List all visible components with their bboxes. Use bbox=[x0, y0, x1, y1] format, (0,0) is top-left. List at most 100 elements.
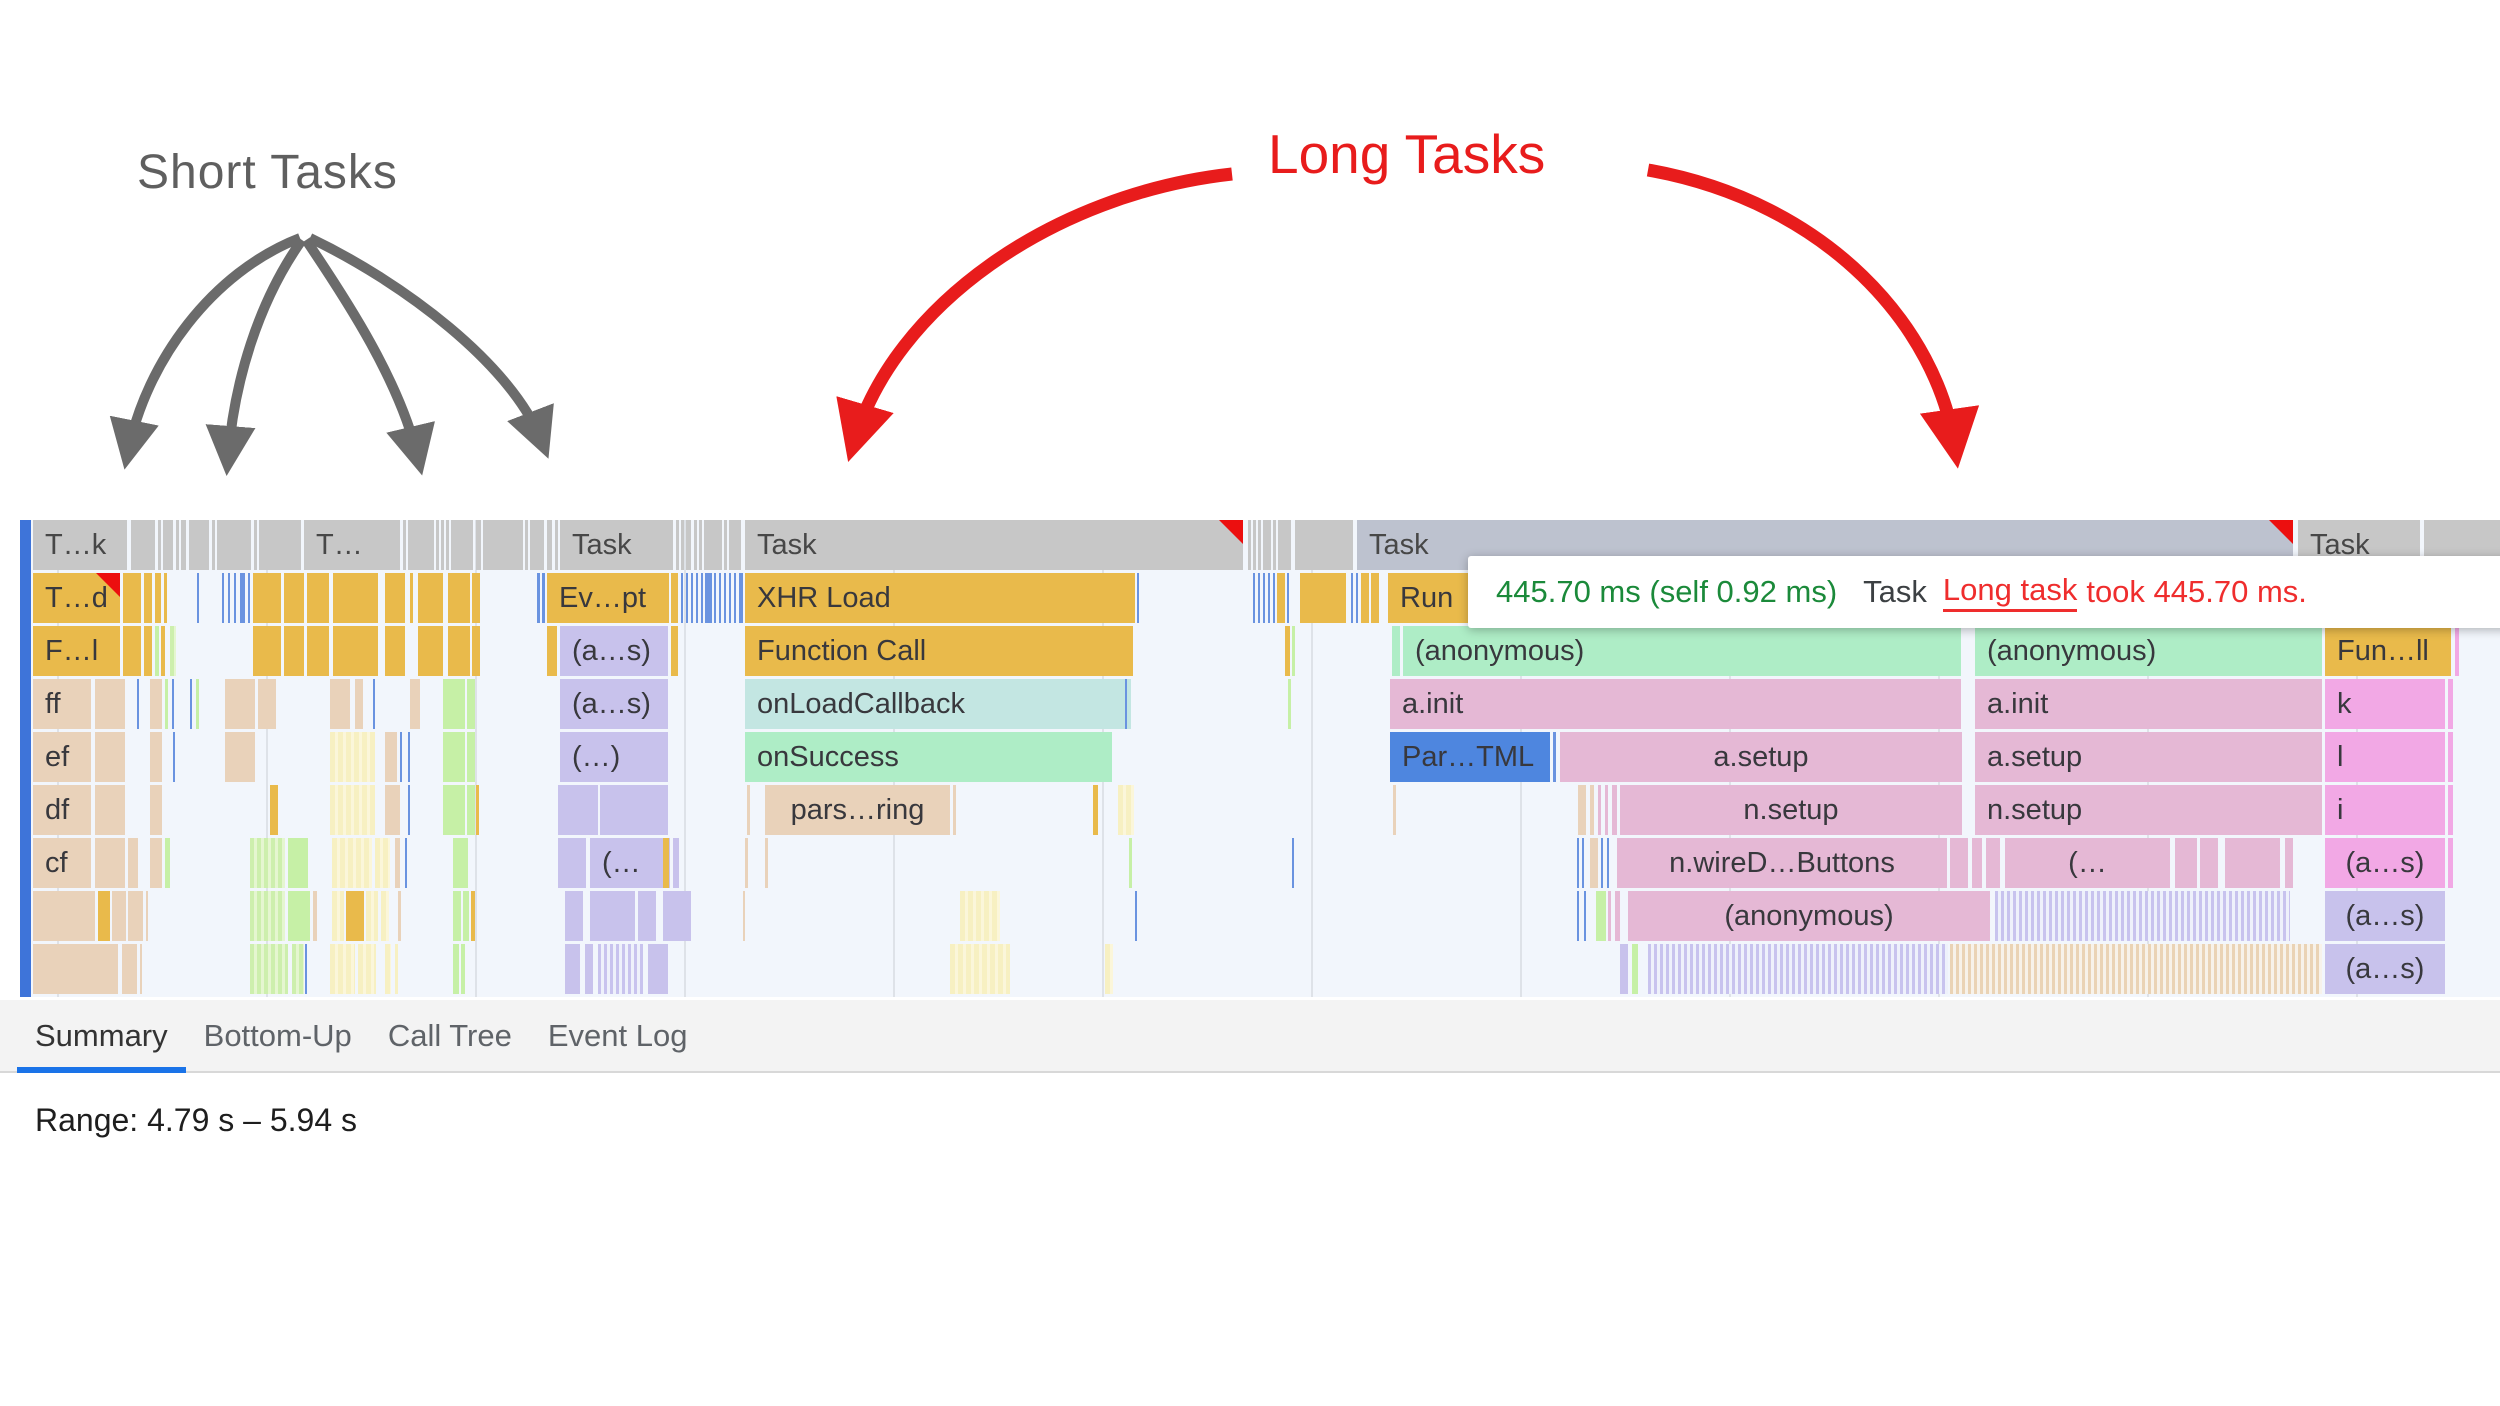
flame-bar[interactable] bbox=[1300, 573, 1346, 623]
flame-bar-n-wired-buttons[interactable]: n.wireD…Buttons bbox=[1617, 838, 1947, 888]
flame-bar[interactable] bbox=[330, 944, 355, 994]
flame-bar[interactable] bbox=[1118, 785, 1134, 835]
flame-bar-ff[interactable]: ff bbox=[33, 679, 91, 729]
flame-bar[interactable] bbox=[585, 944, 593, 994]
flame-bar[interactable] bbox=[1590, 838, 1598, 888]
flame-bar[interactable] bbox=[385, 732, 397, 782]
flame-bar[interactable] bbox=[405, 838, 407, 888]
flame-bar[interactable] bbox=[161, 626, 165, 676]
flame-bar[interactable] bbox=[747, 785, 750, 835]
flame-bar-a-s[interactable]: (a…s) bbox=[2325, 891, 2445, 941]
flame-bar[interactable] bbox=[671, 573, 678, 623]
flame-bar-[interactable]: (… bbox=[590, 838, 670, 888]
flame-bar-a-s[interactable]: (a…s) bbox=[560, 679, 668, 729]
flame-bar[interactable] bbox=[453, 838, 468, 888]
flame-bar[interactable] bbox=[648, 944, 668, 994]
flame-bar[interactable] bbox=[448, 626, 470, 676]
flame-bar[interactable] bbox=[2200, 838, 2218, 888]
flame-bar[interactable] bbox=[1620, 944, 1628, 994]
flame-bar[interactable] bbox=[150, 679, 162, 729]
flame-bar[interactable] bbox=[1268, 573, 1270, 623]
flame-bar[interactable] bbox=[258, 679, 276, 729]
flame-bar[interactable] bbox=[137, 679, 139, 729]
flame-bar[interactable] bbox=[1392, 626, 1400, 676]
flame-bar[interactable] bbox=[333, 573, 378, 623]
flame-bar[interactable] bbox=[165, 838, 170, 888]
flame-bar[interactable] bbox=[1632, 944, 1638, 994]
flame-bar[interactable] bbox=[270, 785, 278, 835]
flame-bar[interactable] bbox=[155, 626, 159, 676]
flame-bar[interactable] bbox=[253, 573, 281, 623]
flame-bar[interactable] bbox=[1601, 838, 1603, 888]
flame-bar-task[interactable]: Task bbox=[560, 520, 673, 570]
flame-bar-anonymous[interactable]: (anonymous) bbox=[1403, 626, 1961, 676]
flame-bar[interactable] bbox=[1287, 573, 1289, 623]
flame-bar-a-init[interactable]: a.init bbox=[1975, 679, 2322, 729]
flame-bar-anonymous[interactable]: (anonymous) bbox=[1628, 891, 1990, 941]
flame-bar[interactable] bbox=[676, 520, 679, 570]
flame-bar[interactable] bbox=[398, 891, 401, 941]
long-task-link[interactable]: Long task bbox=[1942, 572, 2078, 612]
flame-bar[interactable] bbox=[1356, 573, 1358, 623]
flame-bar[interactable] bbox=[1278, 520, 1291, 570]
flame-bar[interactable] bbox=[95, 679, 125, 729]
flame-bar[interactable] bbox=[729, 573, 731, 623]
flame-bar-i[interactable]: i bbox=[2325, 785, 2445, 835]
flame-bar[interactable] bbox=[410, 573, 413, 623]
flame-bar[interactable] bbox=[112, 891, 126, 941]
flame-bar[interactable] bbox=[453, 944, 459, 994]
flame-bar[interactable] bbox=[476, 785, 479, 835]
flame-bar[interactable] bbox=[225, 732, 255, 782]
flame-bar-k[interactable]: k bbox=[2325, 679, 2445, 729]
flame-bar[interactable] bbox=[472, 573, 480, 623]
flame-bar-function-call[interactable]: Function Call bbox=[745, 626, 1133, 676]
flame-bar[interactable] bbox=[2175, 838, 2197, 888]
flame-bar-t-k[interactable]: T…k bbox=[33, 520, 127, 570]
flame-bar[interactable] bbox=[765, 838, 768, 888]
flame-bar[interactable] bbox=[441, 520, 444, 570]
flame-bar[interactable] bbox=[1093, 785, 1098, 835]
flame-bar-t[interactable]: T… bbox=[304, 520, 400, 570]
flame-bar[interactable] bbox=[1277, 573, 1285, 623]
flame-bar[interactable] bbox=[1986, 838, 2000, 888]
flame-bar[interactable] bbox=[189, 520, 209, 570]
flame-bar[interactable] bbox=[696, 573, 698, 623]
flame-bar[interactable] bbox=[355, 679, 363, 729]
flame-bar[interactable] bbox=[739, 573, 743, 623]
flame-bar[interactable] bbox=[1273, 520, 1276, 570]
flame-bar[interactable] bbox=[1612, 785, 1617, 835]
flame-bar[interactable] bbox=[472, 626, 480, 676]
flame-bar[interactable] bbox=[144, 573, 152, 623]
flame-bar[interactable] bbox=[555, 520, 558, 570]
flame-bar[interactable] bbox=[467, 732, 475, 782]
flame-bar[interactable] bbox=[212, 520, 215, 570]
flame-bar[interactable] bbox=[451, 520, 473, 570]
flame-bar[interactable] bbox=[2448, 732, 2453, 782]
flame-bar[interactable] bbox=[2448, 679, 2453, 729]
flame-bar[interactable] bbox=[714, 573, 716, 623]
flame-bar[interactable] bbox=[288, 838, 308, 888]
flame-bar[interactable] bbox=[443, 732, 465, 782]
flame-bar[interactable] bbox=[395, 944, 398, 994]
flame-bar[interactable] bbox=[248, 573, 250, 623]
flame-bar[interactable] bbox=[1995, 891, 2290, 941]
flame-bar[interactable] bbox=[2448, 785, 2453, 835]
tab-call-tree[interactable]: Call Tree bbox=[387, 1017, 512, 1053]
flame-bar[interactable] bbox=[1253, 520, 1256, 570]
flame-bar-a-setup[interactable]: a.setup bbox=[1560, 732, 1962, 782]
flame-bar[interactable] bbox=[150, 785, 162, 835]
flame-bar[interactable] bbox=[598, 944, 643, 994]
flame-bar[interactable] bbox=[950, 944, 1010, 994]
flame-bar[interactable] bbox=[537, 573, 540, 623]
flame-bar[interactable] bbox=[1553, 732, 1556, 782]
flame-bar[interactable] bbox=[228, 573, 230, 623]
flame-bar[interactable] bbox=[385, 573, 405, 623]
flame-bar[interactable] bbox=[395, 838, 400, 888]
flame-bar-xhr-load[interactable]: XHR Load bbox=[745, 573, 1135, 623]
flame-bar[interactable] bbox=[1972, 838, 1982, 888]
flame-bar[interactable] bbox=[403, 520, 406, 570]
flame-bar[interactable] bbox=[234, 573, 236, 623]
flame-bar[interactable] bbox=[140, 944, 142, 994]
flame-bar-[interactable]: (…) bbox=[560, 732, 668, 782]
flame-bar[interactable] bbox=[1135, 891, 1137, 941]
